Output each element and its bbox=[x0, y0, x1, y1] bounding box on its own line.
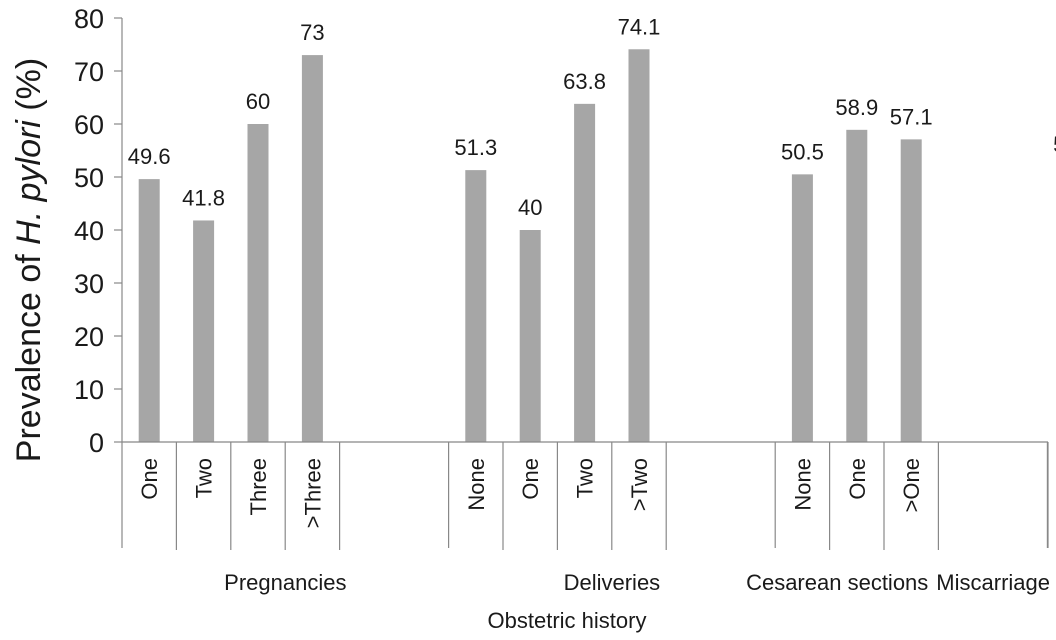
y-tick-label: 60 bbox=[74, 110, 104, 140]
x-axis: One Two Three >Three Pregnancies None One Two >T… bbox=[121, 441, 1050, 595]
category-label: Two bbox=[573, 458, 598, 498]
y-axis-label: Prevalence of H. pylori (%) bbox=[10, 58, 48, 462]
bar bbox=[791, 174, 813, 442]
data-label: 40 bbox=[518, 195, 542, 220]
group-label: Pregnancies bbox=[224, 570, 346, 595]
bar bbox=[519, 230, 541, 442]
bar bbox=[628, 49, 650, 443]
y-tick-label: 50 bbox=[74, 163, 104, 193]
category-label: >Two bbox=[627, 458, 652, 511]
data-label: 63.8 bbox=[563, 69, 606, 94]
category-label: One bbox=[845, 458, 870, 500]
category-label: None bbox=[790, 458, 815, 511]
category-label: Two bbox=[192, 458, 217, 498]
bar bbox=[846, 129, 868, 442]
bar bbox=[301, 55, 323, 442]
category-label: >One bbox=[899, 458, 924, 512]
data-label: 57.1 bbox=[890, 104, 933, 129]
data-label: 51.9 bbox=[1053, 132, 1056, 157]
bars: 49.6 41.8 60 73 51.3 40 63.8 74.1 50.5 58.9 57.1 51… bbox=[128, 14, 1056, 443]
group-label: Cesarean sections bbox=[746, 570, 928, 595]
group-label: Miscarriage bbox=[936, 570, 1050, 595]
y-tick-label: 10 bbox=[74, 375, 104, 405]
category-label: >Three bbox=[300, 458, 325, 528]
data-label: 58.9 bbox=[835, 95, 878, 120]
data-label: 49.6 bbox=[128, 144, 171, 169]
bar bbox=[465, 170, 487, 443]
bar bbox=[193, 220, 215, 442]
group-label: Deliveries bbox=[564, 570, 661, 595]
y-tick-label: 30 bbox=[74, 269, 104, 299]
bar bbox=[574, 103, 596, 443]
y-tick-label: 80 bbox=[74, 4, 104, 34]
bar bbox=[138, 179, 160, 442]
y-tick-label: 20 bbox=[74, 322, 104, 352]
data-label: 50.5 bbox=[781, 139, 824, 164]
data-label: 41.8 bbox=[182, 185, 225, 210]
data-label: 73 bbox=[300, 20, 324, 45]
data-label: 74.1 bbox=[618, 14, 661, 39]
y-axis: 0 10 20 30 40 50 60 70 80 bbox=[74, 4, 123, 458]
category-label: One bbox=[518, 458, 543, 500]
category-label: None bbox=[464, 458, 489, 511]
y-tick-label: 70 bbox=[74, 57, 104, 87]
data-label: 60 bbox=[246, 89, 270, 114]
data-label: 51.3 bbox=[454, 135, 497, 160]
y-tick-label: 0 bbox=[89, 428, 104, 458]
y-tick-label: 40 bbox=[74, 216, 104, 246]
category-label: One bbox=[137, 458, 162, 500]
category-label: Three bbox=[246, 458, 271, 515]
bar bbox=[247, 124, 269, 442]
bar bbox=[900, 139, 922, 442]
x-axis-title: Obstetric history bbox=[488, 608, 647, 633]
